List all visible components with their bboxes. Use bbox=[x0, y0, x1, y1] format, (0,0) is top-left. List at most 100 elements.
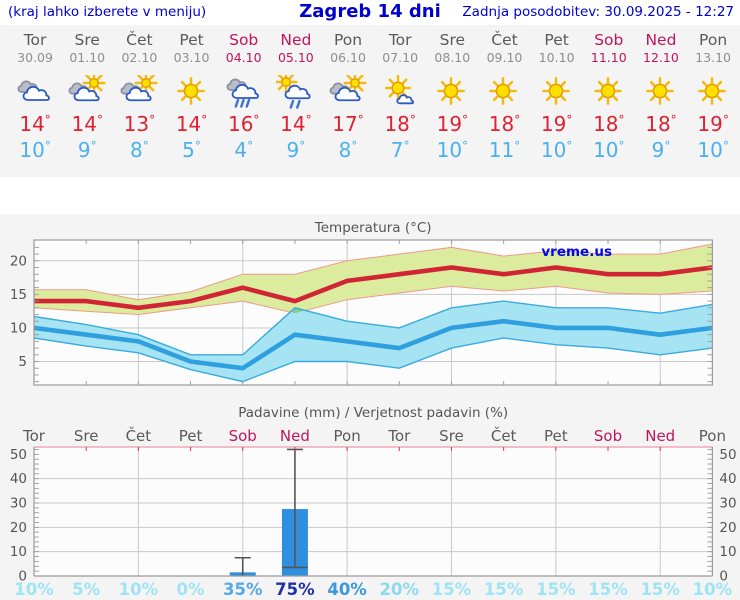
high-temp: 14° bbox=[19, 111, 51, 136]
precip-day-label: Čet bbox=[126, 426, 152, 445]
temp-min-band-lower-edge bbox=[33, 337, 713, 383]
watermark-link[interactable]: vreme.us bbox=[541, 244, 612, 260]
low-temp: 10° bbox=[697, 137, 729, 162]
forecast-day[interactable]: Pet 10.10 19° 10° bbox=[531, 25, 583, 177]
day-name: Sre bbox=[439, 31, 466, 49]
day-name: Čet bbox=[491, 31, 518, 49]
precip-probability-label: 0% bbox=[177, 580, 205, 599]
low-temp: 7° bbox=[390, 137, 410, 162]
low-temp: 10° bbox=[436, 137, 469, 162]
forecast-day[interactable]: Čet 02.10 13° 8° bbox=[113, 25, 165, 177]
precip-probability-label: 15% bbox=[536, 580, 576, 599]
forecast-day[interactable]: Ned 12.10 18° 9° bbox=[635, 25, 687, 177]
day-name: Ned bbox=[645, 31, 677, 49]
precip-probability-label: 75% bbox=[275, 580, 315, 599]
precip-gridlines bbox=[34, 447, 713, 576]
low-temp: 10° bbox=[540, 137, 573, 162]
forecast-day[interactable]: Sre 01.10 14° 9° bbox=[61, 25, 113, 177]
day-date: 07.10 bbox=[382, 49, 419, 65]
precip-day-label: Sob bbox=[594, 427, 622, 445]
temp-chart-title: Temperatura (°C) bbox=[314, 220, 432, 236]
sunny-icon bbox=[489, 76, 518, 105]
precip-day-label: Pon bbox=[334, 427, 361, 445]
day-date: 11.10 bbox=[590, 49, 627, 65]
low-temp: 5° bbox=[182, 137, 201, 162]
precip-day-label: Sre bbox=[439, 427, 464, 445]
weather-icon-slot bbox=[478, 75, 530, 111]
precip-axis-ticks bbox=[33, 447, 713, 572]
sunny-icon bbox=[593, 76, 622, 105]
page-header: (kraj lahko izberete v meniju) Zagreb 14… bbox=[0, 0, 740, 25]
forecast-day[interactable]: Sre 08.10 19° 10° bbox=[426, 25, 478, 177]
low-temp: 9° bbox=[286, 137, 306, 162]
precip-ytick-label-right: 40 bbox=[719, 471, 736, 487]
precip-probability-label: 5% bbox=[72, 580, 100, 599]
charts-panel: 5 10 15 20 Temperatura (°C) vreme.us 0 0 10 10 20 2… bbox=[0, 214, 740, 600]
weather-icon-slot bbox=[635, 75, 687, 111]
high-temp: 14° bbox=[280, 111, 312, 136]
day-name: Sob bbox=[594, 31, 624, 49]
low-temp: 10° bbox=[593, 137, 625, 162]
precip-day-label: Pet bbox=[544, 427, 568, 445]
low-temp: 9° bbox=[651, 137, 671, 162]
precip-plot-area bbox=[34, 447, 713, 576]
temp-min-band-upper-edge bbox=[33, 300, 713, 356]
weather-icon-slot bbox=[426, 75, 478, 111]
precip-ytick-label-left: 0 bbox=[18, 569, 27, 585]
forecast-day[interactable]: Sob 04.10 16° 4° bbox=[218, 25, 270, 177]
day-date: 06.10 bbox=[330, 49, 366, 65]
temp-ytick-label: 5 bbox=[18, 354, 27, 370]
weather-icon-slot bbox=[583, 75, 635, 111]
forecast-day[interactable]: Tor 30.09 14° 10° bbox=[9, 25, 61, 177]
precip-ytick-label-left: 50 bbox=[10, 447, 27, 463]
precip-day-label: Ned bbox=[280, 427, 310, 445]
low-temp: 10° bbox=[19, 137, 51, 162]
forecast-day[interactable]: Pon 13.10 19° 10° bbox=[687, 25, 739, 177]
day-name: Čet bbox=[126, 31, 153, 49]
weather-icon-slot bbox=[687, 75, 739, 111]
weather-icon-slot bbox=[531, 75, 583, 111]
forecast-day[interactable]: Ned 05.10 14° 9° bbox=[270, 25, 322, 177]
rain-icon bbox=[226, 78, 259, 108]
forecast-day[interactable]: Pon 06.10 17° 8° bbox=[322, 25, 374, 177]
sunny-icon bbox=[698, 76, 726, 105]
sunny-icon bbox=[541, 76, 570, 105]
precip-ytick-label-right: 0 bbox=[719, 569, 728, 585]
precip-probability-label: 35% bbox=[223, 580, 263, 599]
temp-axis-ticks bbox=[33, 240, 713, 385]
precip-ytick-label-left: 10 bbox=[10, 544, 27, 560]
high-temp: 19° bbox=[697, 111, 729, 136]
sunny-icon bbox=[437, 76, 466, 105]
high-temp: 18° bbox=[384, 111, 416, 136]
precip-probability-label: 15% bbox=[640, 580, 680, 599]
day-name: Pet bbox=[544, 31, 569, 49]
precip-ytick-label-left: 30 bbox=[10, 495, 27, 511]
precip-day-label: Tor bbox=[22, 427, 46, 445]
forecast-day[interactable]: Pet 03.10 14° 5° bbox=[165, 25, 217, 177]
forecast-day[interactable]: Sob 11.10 18° 10° bbox=[583, 25, 635, 177]
precip-probability-label: 10% bbox=[14, 580, 54, 599]
charts-canvas: 5 10 15 20 Temperatura (°C) vreme.us 0 0 10 10 20 2… bbox=[10, 220, 737, 599]
forecast-day[interactable]: Tor 07.10 18° 7° bbox=[374, 25, 426, 177]
temp-plot-border bbox=[33, 239, 714, 386]
day-date: 30.09 bbox=[17, 49, 53, 65]
cloudy-icon bbox=[17, 80, 50, 101]
day-date: 10.10 bbox=[538, 49, 575, 65]
weather-icon-slot bbox=[113, 71, 165, 111]
weather-icon-slot bbox=[270, 70, 322, 111]
precip-day-label: Čet bbox=[491, 426, 517, 445]
weather-icon-slot bbox=[218, 75, 270, 111]
day-name: Pet bbox=[179, 31, 204, 49]
weather-icon-slot bbox=[165, 75, 217, 111]
day-date: 13.10 bbox=[695, 49, 731, 65]
precip-probability-label: 15% bbox=[588, 580, 628, 599]
day-date: 03.10 bbox=[173, 49, 210, 65]
day-name: Pon bbox=[699, 31, 728, 49]
forecast-day[interactable]: Čet 09.10 18° 11° bbox=[478, 25, 530, 177]
precip-chart-title: Padavine (mm) / Verjetnost padavin (%) bbox=[238, 405, 508, 421]
mostly-sunny-icon bbox=[385, 74, 415, 105]
page-title: Zagreb 14 dni bbox=[299, 1, 441, 22]
high-temp: 18° bbox=[645, 111, 677, 136]
precip-ytick-label-left: 20 bbox=[10, 520, 27, 536]
day-name: Tor bbox=[23, 31, 47, 49]
